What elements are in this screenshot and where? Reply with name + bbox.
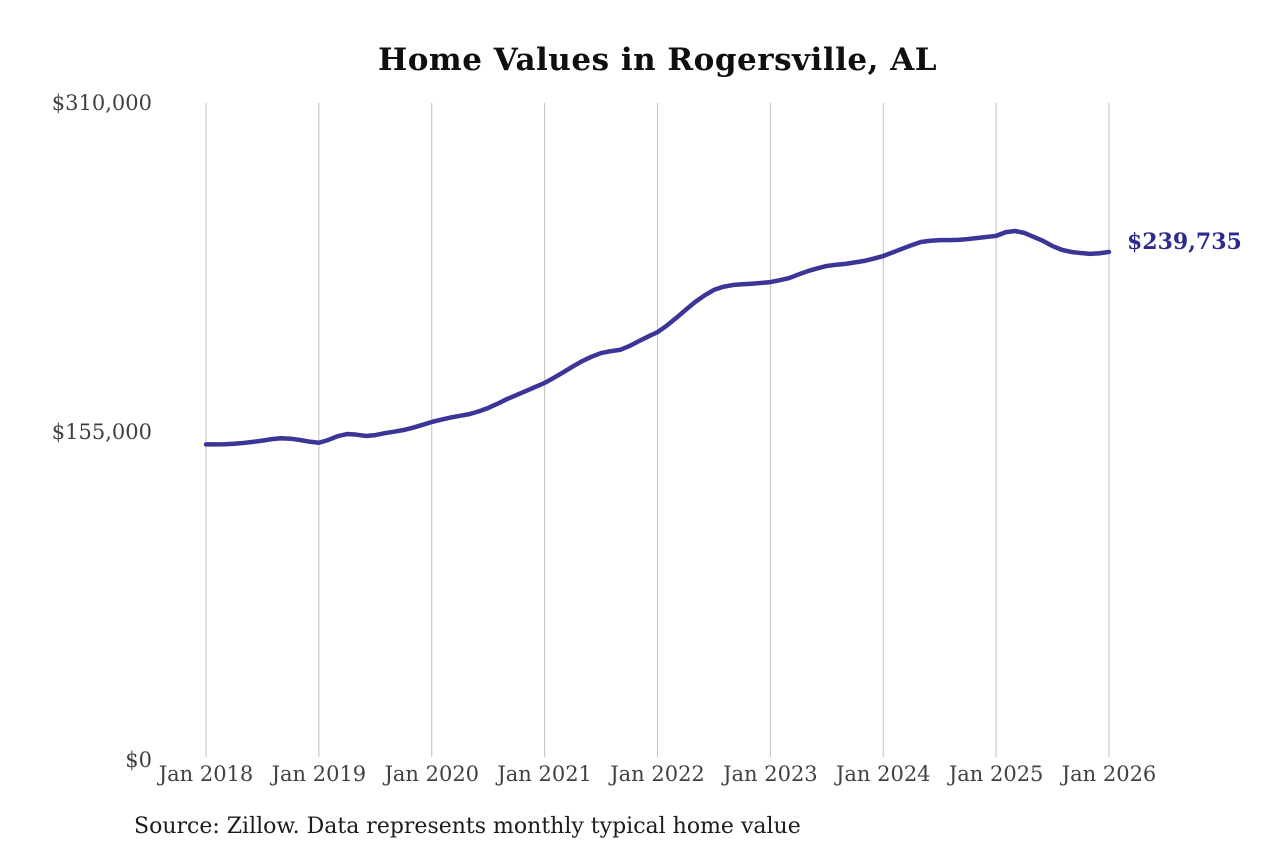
chart-title: Home Values in Rogersville, AL	[377, 42, 938, 78]
x-tick-label: Jan 2023	[723, 762, 818, 786]
end-value-label: $239,735	[1127, 228, 1242, 255]
x-tick-label: Jan 2025	[948, 762, 1044, 786]
source-note: Source: Zillow. Data represents monthly …	[134, 814, 801, 839]
y-tick-label: $0	[125, 748, 152, 772]
x-tick-label: Jan 2018	[158, 762, 254, 786]
x-tick-label: Jan 2020	[384, 762, 480, 786]
home-value-line	[203, 228, 1112, 447]
y-tick-label: $155,000	[51, 419, 152, 444]
x-tick-label: Jan 2021	[497, 762, 592, 786]
x-tick-label: Jan 2024	[835, 762, 931, 786]
x-tick-label: Jan 2026	[1061, 762, 1157, 786]
y-tick-label: $310,000	[51, 91, 152, 115]
x-tick-label: Jan 2019	[271, 762, 367, 786]
x-tick-label: Jan 2022	[610, 762, 705, 786]
